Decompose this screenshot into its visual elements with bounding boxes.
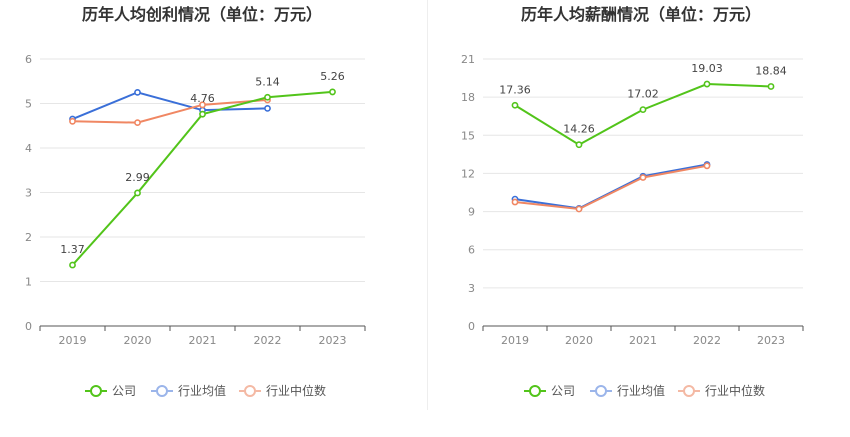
data-point-industry-median[interactable] [199, 101, 206, 109]
y-tick-label: 0 [468, 320, 475, 333]
series-line-industry-median [514, 164, 708, 211]
x-tick-label: 2021 [189, 334, 217, 347]
y-tick-label: 0 [25, 320, 32, 333]
legend-label-industry-avg[interactable]: 行业均值 [178, 383, 226, 398]
x-tick-label: 2019 [501, 334, 529, 347]
y-tick-label: 3 [468, 282, 475, 295]
y-tick-label: 4 [25, 142, 32, 155]
data-label-company: 4.76 [190, 92, 215, 105]
panel-divider [427, 0, 428, 410]
y-tick-label: 5 [25, 98, 32, 111]
data-label-company: 14.26 [563, 123, 595, 136]
series-line-industry-avg [72, 91, 268, 120]
y-tick-label: 15 [461, 129, 475, 142]
data-point-industry-median[interactable] [511, 198, 519, 206]
legend-label-company[interactable]: 公司 [112, 384, 136, 398]
data-point-company[interactable] [703, 80, 711, 88]
legend-swatch-marker-industry-median[interactable] [244, 385, 256, 397]
x-tick-label: 2022 [254, 334, 282, 347]
y-tick-label: 9 [468, 206, 475, 219]
data-point-company[interactable] [264, 93, 271, 101]
legend-label-company[interactable]: 公司 [551, 384, 575, 398]
y-tick-label: 6 [468, 244, 475, 257]
y-tick-label: 21 [461, 53, 475, 66]
y-tick-label: 1 [25, 276, 32, 289]
data-label-company: 18.84 [755, 64, 787, 77]
x-tick-label: 2022 [693, 334, 721, 347]
data-label-company: 17.02 [627, 88, 659, 101]
data-point-industry-median[interactable] [134, 119, 141, 127]
data-label-company: 1.37 [60, 243, 85, 256]
chart-title: 历年人均创利情况（单位：万元） [82, 5, 322, 24]
data-label-company: 5.26 [320, 70, 345, 83]
data-point-company[interactable] [511, 101, 519, 109]
y-tick-label: 12 [461, 167, 475, 180]
legend-label-industry-avg[interactable]: 行业均值 [617, 383, 665, 398]
x-tick-label: 2023 [319, 334, 347, 347]
legend-label-industry-median[interactable]: 行业中位数 [266, 383, 326, 398]
data-point-company[interactable] [134, 189, 141, 197]
series-line-company [71, 90, 333, 266]
data-point-company[interactable] [575, 141, 583, 149]
data-label-company: 5.14 [255, 75, 280, 88]
data-point-company[interactable] [639, 106, 647, 114]
legend-label-industry-median[interactable]: 行业中位数 [705, 383, 765, 398]
salary-per-capita-chart: 历年人均薪酬情况（单位：万元） 0 3 6 9 12 15 18 21 2019 2020 2021 2… [461, 5, 804, 398]
y-tick-label: 6 [25, 53, 32, 66]
data-point-industry-avg[interactable] [134, 88, 141, 96]
data-point-company[interactable] [69, 261, 76, 269]
legend-swatch-marker-company[interactable] [529, 385, 541, 397]
y-tick-label: 18 [461, 91, 475, 104]
x-tick-label: 2019 [59, 334, 87, 347]
data-point-industry-median[interactable] [639, 174, 647, 181]
data-label-company: 17.36 [499, 83, 531, 96]
y-tick-label: 3 [25, 187, 32, 200]
data-point-industry-median[interactable] [575, 205, 583, 213]
x-tick-label: 2023 [757, 334, 785, 347]
legend-swatch-marker-industry-avg[interactable] [156, 385, 168, 397]
x-tick-label: 2021 [629, 334, 657, 347]
data-label-company: 2.99 [125, 171, 150, 184]
data-point-industry-median[interactable] [69, 117, 76, 125]
legend-swatch-marker-industry-avg[interactable] [595, 385, 607, 397]
chart-title: 历年人均薪酬情况（单位：万元） [521, 5, 761, 24]
legend-swatch-marker-industry-median[interactable] [683, 385, 695, 397]
data-label-company: 19.03 [691, 62, 723, 75]
x-tick-label: 2020 [565, 334, 593, 347]
y-tick-label: 2 [25, 231, 32, 244]
x-tick-label: 2020 [124, 334, 152, 347]
series-line-industry-median [72, 98, 268, 124]
data-point-company[interactable] [767, 83, 775, 90]
data-point-company[interactable] [329, 88, 336, 96]
data-point-industry-avg[interactable] [264, 104, 271, 112]
data-point-company[interactable] [199, 110, 206, 118]
data-point-industry-median[interactable] [703, 162, 711, 170]
legend-swatch-marker-company[interactable] [90, 385, 102, 397]
profit-per-capita-chart: 历年人均创利情况（单位：万元） 0 1 2 3 4 5 6 2019 2020 2021 2022 20… [25, 5, 366, 398]
